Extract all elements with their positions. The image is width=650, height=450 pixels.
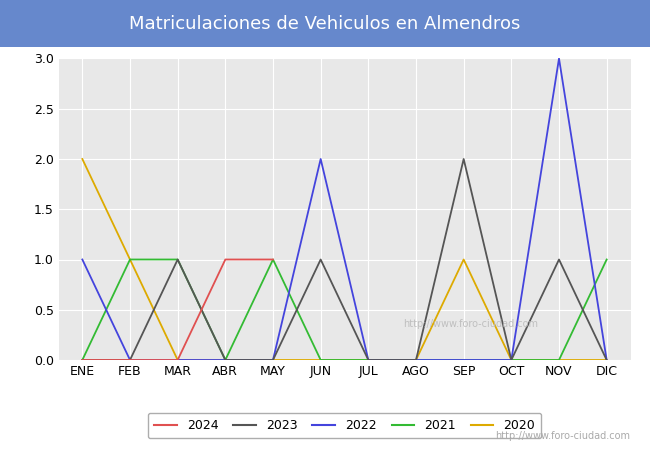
Legend: 2024, 2023, 2022, 2021, 2020: 2024, 2023, 2022, 2021, 2020 xyxy=(148,413,541,438)
Text: Matriculaciones de Vehiculos en Almendros: Matriculaciones de Vehiculos en Almendro… xyxy=(129,14,521,33)
Text: http://www.foro-ciudad.com: http://www.foro-ciudad.com xyxy=(495,431,630,441)
Text: http://www.foro-ciudad.com: http://www.foro-ciudad.com xyxy=(403,319,538,329)
